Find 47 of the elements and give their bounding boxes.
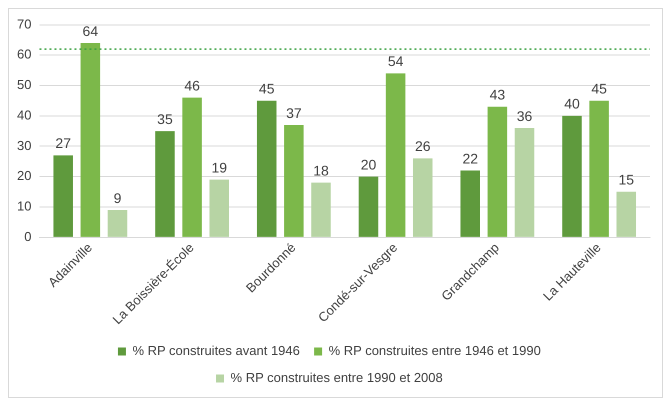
- data-label: 45: [258, 80, 275, 97]
- data-label: 45: [591, 80, 608, 97]
- data-label: 37: [286, 104, 302, 121]
- data-label: 18: [313, 162, 329, 179]
- y-tick-label: 60: [16, 46, 32, 62]
- data-label: 22: [462, 150, 478, 166]
- bar: [616, 192, 636, 237]
- y-tick-label: 0: [24, 228, 32, 244]
- y-tick-label: 50: [16, 77, 32, 92]
- bar: [589, 100, 609, 237]
- bar: [412, 158, 433, 237]
- data-label: 64: [82, 22, 98, 39]
- bar: [460, 170, 480, 237]
- data-label: 9: [114, 190, 122, 206]
- legend-label: % RP construites entre 1990 et 2008: [230, 370, 443, 386]
- data-label: 20: [360, 156, 376, 172]
- bar: [311, 182, 331, 237]
- bar: [80, 43, 100, 237]
- y-tick-label: 10: [16, 198, 32, 214]
- bar: [256, 100, 276, 237]
- data-label: 27: [55, 135, 72, 152]
- bar: [562, 116, 582, 237]
- bar: [386, 73, 406, 237]
- bar: [155, 131, 175, 237]
- y-tick-label: 30: [16, 138, 32, 153]
- data-label: 36: [516, 108, 532, 124]
- bar: [358, 176, 378, 237]
- data-label: 46: [184, 78, 200, 94]
- y-tick-label: 70: [16, 16, 32, 32]
- data-label: 19: [211, 160, 228, 176]
- legend-label: % RP construites avant 1946: [132, 343, 300, 358]
- bar: [514, 128, 534, 237]
- bar: [284, 124, 304, 237]
- bar: [53, 155, 73, 237]
- bar: [488, 106, 508, 237]
- legend-label: % RP construites entre 1946 et 1990: [328, 343, 541, 358]
- y-tick-label: 20: [16, 168, 32, 184]
- data-label: 54: [388, 53, 404, 70]
- y-tick-label: 40: [16, 107, 32, 122]
- data-label: 35: [157, 110, 173, 127]
- bar: [182, 98, 202, 237]
- data-label: 40: [564, 96, 580, 112]
- data-label: 26: [414, 138, 431, 154]
- bar: [209, 180, 229, 237]
- bar: [108, 210, 128, 237]
- data-label: 15: [618, 172, 634, 188]
- data-label: 43: [490, 86, 506, 103]
